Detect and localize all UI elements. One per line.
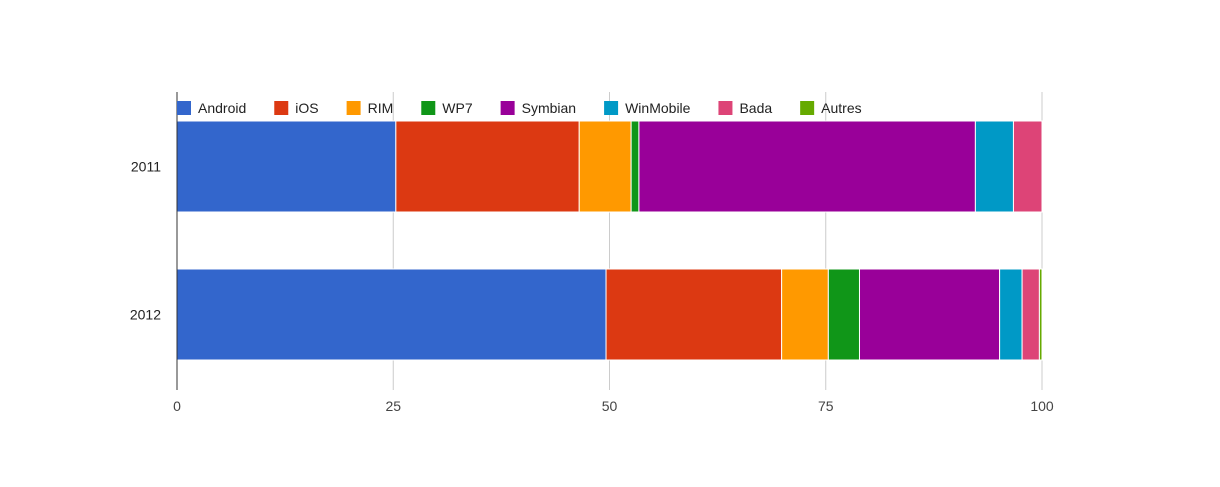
bar-2012-winmobile[interactable] — [999, 268, 1023, 361]
bar-2011-symbian[interactable] — [638, 120, 976, 213]
bar-2012-android[interactable] — [176, 268, 607, 361]
legend-swatch-rim — [346, 101, 361, 115]
legend-swatch-bada — [718, 101, 733, 115]
bar-2012-autres[interactable] — [1038, 268, 1043, 361]
bar-2011-rim[interactable] — [578, 120, 632, 213]
bar-2011-bada[interactable] — [1012, 120, 1043, 213]
legend-swatch-android — [177, 101, 191, 115]
bar-2011-android[interactable] — [176, 120, 397, 213]
bar-2012-wp7[interactable] — [827, 268, 860, 361]
legend-label-ios: iOS — [295, 100, 318, 116]
y-category-label-2012: 2012 — [130, 307, 161, 323]
y-category-label-2011: 2011 — [131, 159, 161, 175]
legend-label-wp7: WP7 — [442, 100, 473, 116]
x-tick-label-75: 75 — [818, 398, 834, 414]
bar-2011-ios[interactable] — [395, 120, 580, 213]
legend-item-symbian[interactable]: Symbian — [500, 100, 576, 116]
axes: 0 25 50 75 100 2011 2012 — [130, 92, 1054, 414]
bars — [176, 120, 1043, 361]
x-tick-label-0: 0 — [173, 398, 181, 414]
legend-label-rim: RIM — [368, 100, 394, 116]
legend-item-ios[interactable]: iOS — [274, 100, 319, 116]
legend-label-symbian: Symbian — [522, 100, 576, 116]
bar-2012-ios[interactable] — [605, 268, 783, 361]
legend: Android iOS RIM WP7 Symbian WinMobile Bada Autr… — [177, 100, 862, 116]
x-tick-label-100: 100 — [1030, 398, 1054, 414]
legend-item-android[interactable]: Android — [177, 100, 246, 116]
bar-2011-wp7[interactable] — [630, 120, 640, 213]
legend-label-bada: Bada — [739, 100, 772, 116]
legend-item-wp7[interactable]: WP7 — [421, 100, 473, 116]
legend-item-winmobile[interactable]: WinMobile — [604, 100, 691, 116]
legend-swatch-ios — [274, 101, 289, 115]
legend-label-android: Android — [198, 100, 246, 116]
legend-item-bada[interactable]: Bada — [718, 100, 772, 116]
bar-2012-symbian[interactable] — [858, 268, 1001, 361]
x-tick-label-25: 25 — [385, 398, 401, 414]
legend-label-autres: Autres — [821, 100, 861, 116]
bar-2012-rim[interactable] — [781, 268, 829, 361]
bar-2012-bada[interactable] — [1021, 268, 1040, 361]
x-tick-label-50: 50 — [602, 398, 618, 414]
legend-swatch-wp7 — [421, 101, 436, 115]
legend-swatch-autres — [800, 101, 815, 115]
bar-2011-winmobile[interactable] — [974, 120, 1014, 213]
legend-label-winmobile: WinMobile — [625, 100, 691, 116]
legend-item-autres[interactable]: Autres — [800, 100, 862, 116]
legend-swatch-winmobile — [604, 101, 619, 115]
legend-item-rim[interactable]: RIM — [346, 100, 394, 116]
legend-swatch-symbian — [500, 101, 515, 115]
